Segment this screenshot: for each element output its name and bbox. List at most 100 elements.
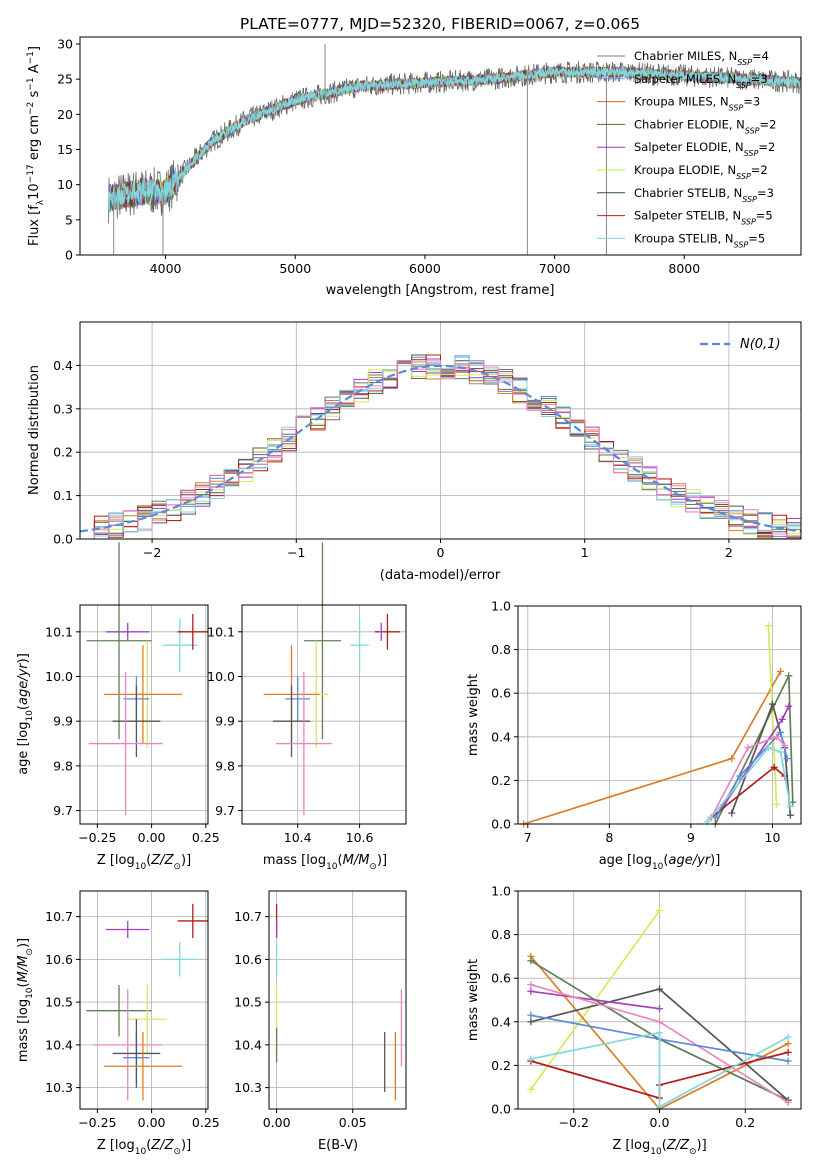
y-tick-label: 0.1 — [53, 488, 73, 503]
y-tick-label: 1.0 — [491, 599, 511, 614]
x-tick-label: 8 — [605, 830, 613, 845]
y-axis-label: age [log10(age/yr)] — [16, 653, 35, 775]
axes-frame — [79, 890, 209, 1110]
y-tick-label: 0 — [65, 248, 73, 263]
weight-vs-metallicity-panel: −0.2 0.0 0.2 0.0 0.2 0.4 0.6 0.8 1.0 Z [log10(Z/Z… — [466, 884, 802, 1157]
y-tick-label: 0.8 — [491, 927, 511, 942]
legend-entry: Salpeter STELIB, NSSP=5 — [634, 209, 773, 227]
x-axis-label: Z [log10(Z/Z⊙)] — [97, 853, 191, 872]
legend-entry: Salpeter ELODIE, NSSP=2 — [634, 140, 775, 158]
legend-entry: Chabrier STELIB, NSSP=3 — [634, 186, 774, 204]
y-tick-label: 0.4 — [491, 1014, 511, 1029]
weight-vs-age-panel: 7 8 9 10 0.0 0.2 0.4 0.6 0.8 1.0 age [log10(age/yr… — [466, 599, 802, 872]
y-tick-label: 30 — [57, 37, 73, 52]
x-tick-label: 0.00 — [138, 1115, 166, 1130]
axes-frame — [79, 604, 209, 825]
weight-line — [710, 735, 786, 818]
y-tick-label: 10.4 — [234, 1037, 262, 1052]
y-tick-label: 9.7 — [215, 803, 235, 818]
y-tick-label: 10.5 — [45, 995, 73, 1010]
age-vs-metallicity-panel: −0.25 0.00 0.25 9.7 9.8 9.9 10.0 10.1 Z [log10(Z… — [16, 542, 220, 872]
legend-entry: Salpeter MILES, NSSP=3 — [634, 72, 768, 90]
y-tick-label: 25 — [57, 72, 73, 87]
figure-title: PLATE=0777, MJD=52320, FIBERID=0067, z=0… — [240, 15, 640, 33]
y-tick-label: 10.0 — [45, 669, 73, 684]
y-tick-label: 5 — [65, 212, 73, 227]
x-tick-label: 7 — [524, 830, 532, 845]
x-tick-label: 9 — [687, 830, 695, 845]
gaussian-curve — [79, 364, 802, 533]
y-axis-label: mass weight — [466, 959, 481, 1041]
y-tick-label: 10.3 — [45, 1080, 73, 1095]
x-tick-label: 0.25 — [192, 1115, 220, 1130]
x-tick-label: −1 — [287, 545, 305, 560]
axes-frame — [241, 604, 407, 825]
x-tick-label: 10.4 — [284, 830, 312, 845]
legend-entry: N(0,1) — [740, 337, 781, 352]
y-tick-label: 0.6 — [491, 686, 511, 701]
weight-line — [706, 746, 792, 823]
x-tick-label: −0.25 — [78, 1115, 116, 1130]
y-tick-label: 0.6 — [491, 971, 511, 986]
spectrum-panel: 4000 5000 6000 7000 8000 0 5 10 15 20 25 30 Chabrier… — [26, 36, 802, 298]
x-tick-label: −2 — [143, 545, 161, 560]
residuals-panel: −2 −1 0 1 2 0.0 0.1 0.2 0.3 0.4 N(0,1) (data-model)… — [27, 321, 802, 583]
y-axis-label: Flux [fλ10−17 erg cm−2 s−1 A−1] — [26, 46, 46, 246]
weight-line — [530, 1031, 789, 1109]
x-tick-label: 2 — [725, 545, 733, 560]
x-tick-label: 0.0 — [650, 1115, 670, 1130]
x-tick-label: 6000 — [409, 261, 441, 276]
y-tick-label: 0.4 — [53, 358, 73, 373]
y-tick-label: 9.8 — [215, 758, 235, 773]
x-tick-label: 0 — [437, 545, 445, 560]
x-tick-label: 0.05 — [339, 1115, 367, 1130]
legend-entry: Chabrier MILES, NSSP=4 — [634, 49, 769, 67]
x-axis-label: mass [log10(M/M⊙)] — [263, 853, 387, 872]
y-tick-label: 9.8 — [53, 758, 73, 773]
y-tick-label: 10.7 — [45, 909, 73, 924]
legend-entry: Kroupa STELIB, NSSP=5 — [634, 231, 765, 249]
weight-line — [530, 990, 660, 1010]
y-tick-label: 9.9 — [215, 714, 235, 729]
y-tick-label: 10.6 — [234, 952, 262, 967]
residual-histogram — [80, 360, 801, 540]
x-axis-label: E(B-V) — [318, 1138, 358, 1153]
axes-frame — [517, 605, 802, 825]
x-tick-label: 10 — [765, 830, 781, 845]
x-tick-label: −0.25 — [78, 830, 116, 845]
y-tick-label: 0.0 — [53, 532, 73, 547]
y-tick-label: 15 — [57, 142, 73, 157]
axes-frame — [79, 36, 802, 256]
mass-vs-extinction-panel: 0.00 0.05 10.3 10.4 10.5 10.6 10.7 E(B-V) — [234, 890, 407, 1153]
y-tick-label: 20 — [57, 107, 73, 122]
x-axis-label: (data-model)/error — [380, 568, 501, 583]
y-tick-label: 10.6 — [45, 952, 73, 967]
x-axis-label: age [log10(age/yr)] — [599, 853, 721, 872]
legend-entry: Kroupa ELODIE, NSSP=2 — [634, 163, 768, 181]
y-tick-label: 10.5 — [234, 995, 262, 1010]
y-axis-label: mass weight — [466, 674, 481, 756]
x-axis-label: wavelength [Angstrom, rest frame] — [326, 283, 555, 298]
model-spectrum — [108, 66, 801, 210]
legend-entry: Chabrier ELODIE, NSSP=2 — [634, 117, 776, 135]
y-tick-label: 0.3 — [53, 401, 73, 416]
y-tick-label: 0.2 — [491, 773, 511, 788]
y-tick-label: 0.0 — [491, 817, 511, 832]
x-tick-label: −0.2 — [559, 1115, 589, 1130]
y-tick-label: 10 — [57, 177, 73, 192]
x-tick-label: 1 — [581, 545, 589, 560]
y-tick-label: 10.4 — [45, 1037, 73, 1052]
x-tick-label: 0.2 — [735, 1115, 755, 1130]
age-vs-mass-panel: 10.4 10.6 9.7 9.8 9.9 10.0 10.1 mass [log10(M/M… — [207, 542, 407, 872]
x-tick-label: 7000 — [539, 261, 571, 276]
x-tick-label: 0.00 — [138, 830, 166, 845]
y-tick-label: 9.7 — [53, 803, 73, 818]
x-axis-label: Z [log10(Z/Z⊙)] — [612, 1138, 706, 1157]
x-tick-label: 0.00 — [263, 1115, 291, 1130]
spectrum-lines — [108, 44, 801, 255]
legend-entry: Kroupa MILES, NSSP=3 — [634, 95, 760, 113]
y-axis-label: mass [log10(M/M⊙)] — [16, 938, 35, 1062]
y-tick-label: 10.3 — [234, 1080, 262, 1095]
x-tick-label: 0.25 — [192, 830, 220, 845]
